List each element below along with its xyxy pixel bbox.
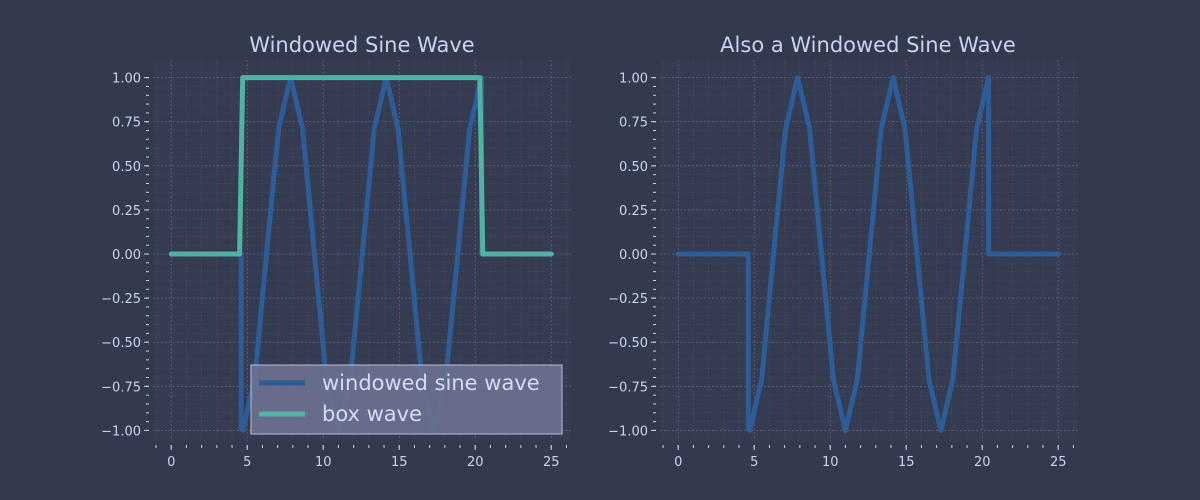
left-y-tick-label: −0.75 — [101, 380, 141, 395]
left-y-tick-label: −0.50 — [101, 336, 141, 351]
left-y-tick-label: 1.00 — [112, 72, 141, 87]
right-y-tick-label: 1.00 — [619, 72, 648, 87]
right-y-tick-label: −0.25 — [608, 292, 648, 307]
left-series-box-wave — [168, 75, 554, 257]
legend-label: windowed sine wave — [322, 371, 540, 395]
legend-label: box wave — [322, 402, 422, 426]
left-x-tick-label: 0 — [167, 455, 175, 470]
left-y-tick-label: −1.00 — [101, 424, 141, 439]
left-y-tick-label: −0.25 — [101, 292, 141, 307]
left-y-tick-label: 0.75 — [112, 116, 141, 131]
left-x-tick-label: 20 — [467, 455, 484, 470]
right-y-tick-label: −0.50 — [608, 336, 648, 351]
right-y-tick-label: 0.00 — [619, 248, 648, 263]
legend: windowed sine wave box wave — [250, 364, 563, 435]
legend-box — [250, 364, 563, 435]
right-y-tick-label: −1.00 — [608, 424, 648, 439]
left-y-tick-label: 0.25 — [112, 204, 141, 219]
right-y-tick-label: −0.75 — [608, 380, 648, 395]
left-x-tick-label: 10 — [315, 455, 332, 470]
right-y-tick-label: 0.50 — [619, 160, 648, 175]
left-chart-title: Windowed Sine Wave — [249, 33, 474, 57]
left-x-tick-label: 25 — [543, 455, 560, 470]
left-chart-panel: Windowed Sine Wave 0 5 10 15 20 25 1.00 0.75 0.5… — [101, 33, 571, 470]
left-series-windowed-sine-wave — [168, 75, 554, 433]
left-x-tick-label: 5 — [243, 455, 251, 470]
right-chart-title: Also a Windowed Sine Wave — [720, 33, 1016, 57]
right-x-tick-label: 5 — [750, 455, 758, 470]
right-y-tick-label: 0.25 — [619, 204, 648, 219]
right-x-tick-label: 25 — [1050, 455, 1067, 470]
left-y-tick-label: 0.00 — [112, 248, 141, 263]
right-y-tick-label: 0.75 — [619, 116, 648, 131]
right-chart-panel: Also a Windowed Sine Wave 0 5 10 15 20 25 1.00… — [608, 33, 1078, 470]
right-series-sine-wave — [675, 75, 1061, 433]
right-x-tick-label: 20 — [974, 455, 991, 470]
right-x-tick-label: 10 — [822, 455, 839, 470]
left-y-tick-label: 0.50 — [112, 160, 141, 175]
left-x-tick-label: 15 — [391, 455, 408, 470]
right-x-tick-label: 0 — [674, 455, 682, 470]
right-x-tick-label: 15 — [898, 455, 915, 470]
